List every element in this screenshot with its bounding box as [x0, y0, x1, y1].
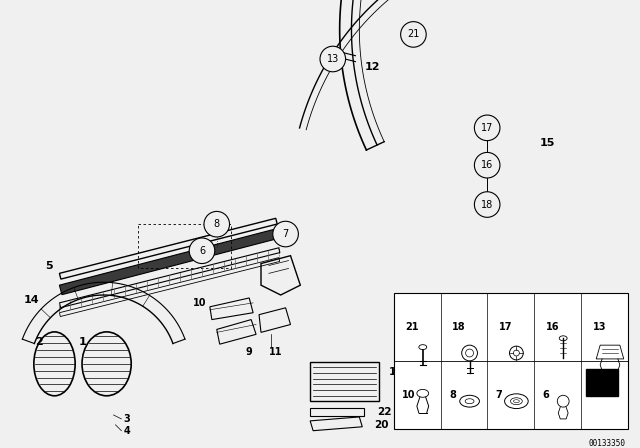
Text: 17: 17 [481, 123, 493, 133]
Text: 11: 11 [269, 347, 282, 357]
Bar [586, 369, 618, 396]
Text: 7: 7 [496, 390, 502, 400]
Text: 12: 12 [364, 62, 380, 72]
Text: 13: 13 [326, 54, 339, 64]
Bar [394, 293, 628, 429]
Bar [310, 408, 364, 416]
Text: 18: 18 [481, 199, 493, 210]
Text: 22: 22 [377, 407, 392, 417]
Circle shape [320, 46, 346, 72]
Text: 8: 8 [449, 390, 456, 400]
Text: 6: 6 [199, 246, 205, 256]
Text: 10: 10 [193, 298, 207, 308]
Circle shape [273, 221, 298, 247]
Polygon shape [60, 228, 281, 295]
Text: 16: 16 [481, 160, 493, 170]
Circle shape [204, 211, 230, 237]
Text: 2: 2 [35, 337, 43, 347]
Circle shape [474, 192, 500, 217]
Circle shape [474, 115, 500, 141]
Text: 8: 8 [214, 219, 220, 229]
Text: 1: 1 [79, 337, 87, 347]
Text: 10: 10 [402, 390, 415, 400]
Text: 9: 9 [246, 347, 253, 357]
Text: 21: 21 [407, 30, 420, 39]
Text: 19: 19 [389, 367, 403, 377]
Text: 3: 3 [124, 414, 130, 424]
Text: 4: 4 [124, 426, 130, 436]
Text: 00133350: 00133350 [589, 439, 626, 448]
Text: 17: 17 [499, 322, 513, 332]
Text: 16: 16 [546, 322, 559, 332]
Text: 7: 7 [282, 229, 289, 239]
Text: 20: 20 [374, 420, 388, 430]
Text: 5: 5 [45, 260, 52, 271]
Text: 14: 14 [24, 295, 40, 305]
Text: 21: 21 [406, 322, 419, 332]
Text: 6: 6 [543, 390, 549, 400]
Circle shape [474, 152, 500, 178]
Circle shape [401, 22, 426, 47]
Circle shape [189, 238, 215, 263]
Text: 13: 13 [593, 322, 606, 332]
Text: 15: 15 [540, 138, 555, 147]
Text: 18: 18 [452, 322, 466, 332]
Bar [310, 362, 379, 401]
